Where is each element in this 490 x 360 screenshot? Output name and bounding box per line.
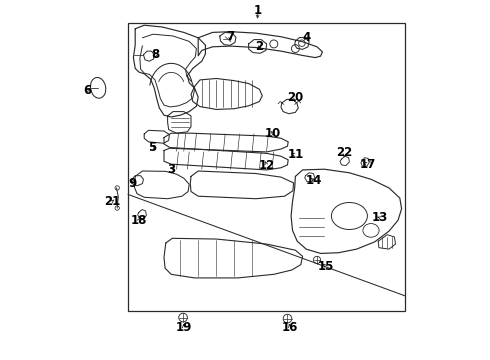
Text: 16: 16 <box>282 321 298 334</box>
Text: 7: 7 <box>226 30 234 42</box>
Text: 15: 15 <box>318 260 334 273</box>
Text: 6: 6 <box>84 84 92 96</box>
Text: 13: 13 <box>372 211 388 224</box>
Text: 17: 17 <box>359 158 375 171</box>
Text: 11: 11 <box>287 148 303 161</box>
Text: 9: 9 <box>128 177 136 190</box>
Text: 14: 14 <box>305 174 321 186</box>
Text: 4: 4 <box>302 31 310 44</box>
Text: 2: 2 <box>255 40 264 53</box>
Text: 12: 12 <box>259 159 275 172</box>
Text: 19: 19 <box>175 321 192 334</box>
Text: 21: 21 <box>104 195 120 208</box>
Text: 8: 8 <box>151 48 160 60</box>
Text: 10: 10 <box>265 127 281 140</box>
Text: 18: 18 <box>131 214 147 227</box>
Text: 5: 5 <box>148 141 157 154</box>
Bar <box>128 23 405 311</box>
Text: 20: 20 <box>287 91 303 104</box>
Text: 22: 22 <box>337 146 353 159</box>
Text: 3: 3 <box>167 163 175 176</box>
Text: 1: 1 <box>253 4 262 17</box>
